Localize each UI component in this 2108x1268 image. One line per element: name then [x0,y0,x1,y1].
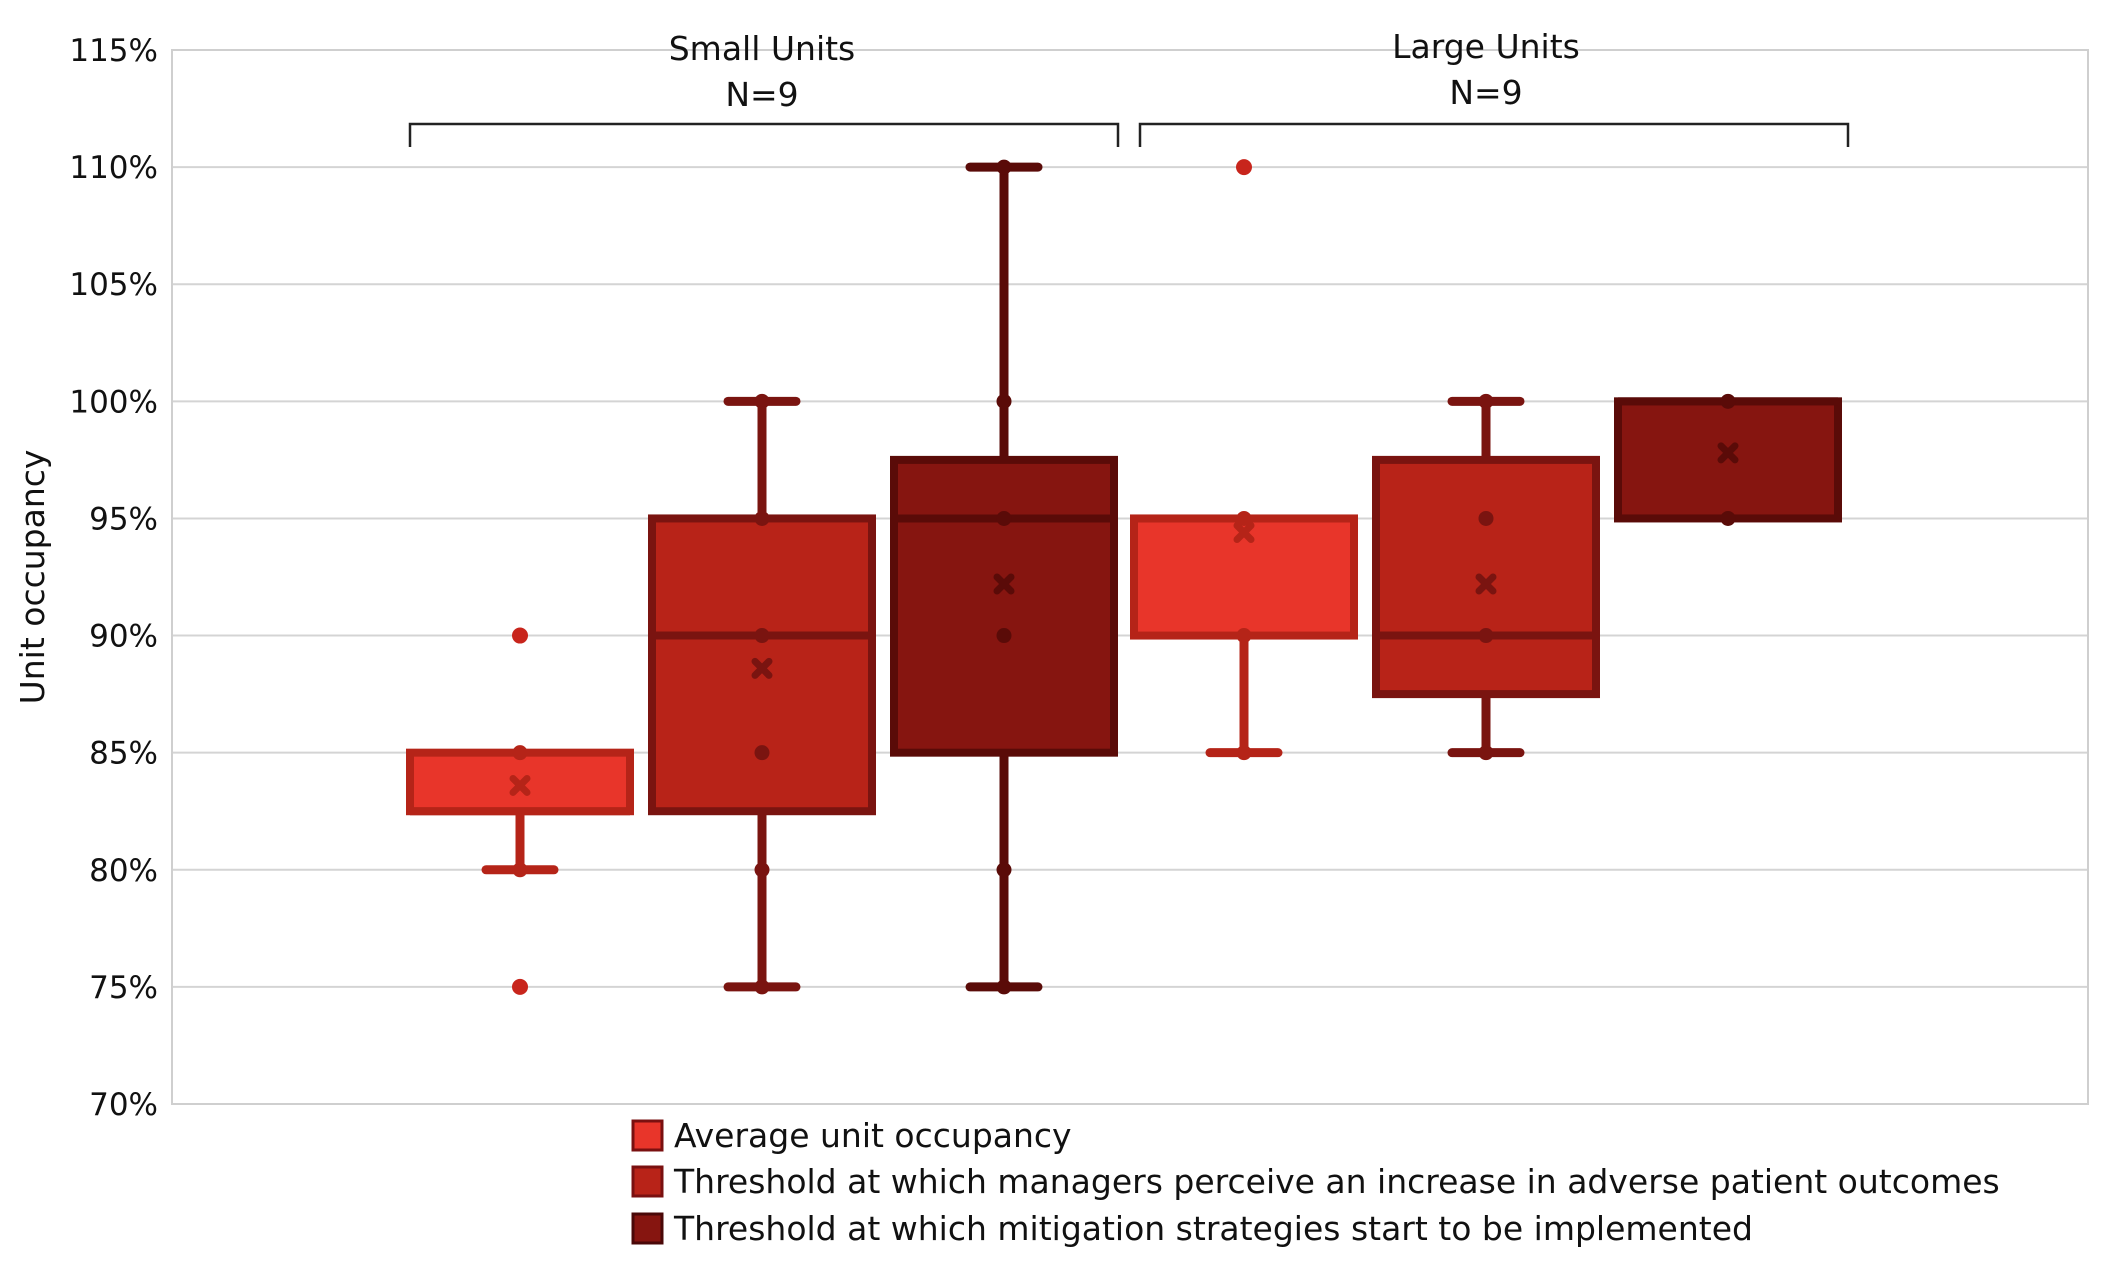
box-small-mitigation-threshold [890,159,1118,995]
data-point-large-mitigation-threshold-0 [1720,393,1736,409]
data-point-large-avg-occupancy-1 [1236,628,1252,644]
data-point-small-mitigation-threshold-1 [996,393,1012,409]
group-label-large-units: Large Units [1392,27,1580,66]
mean-marker-large-mitigation-threshold [1717,442,1739,464]
legend: Average unit occupancy Threshold at whic… [631,1116,2000,1248]
data-point-small-adverse-threshold-0 [754,393,770,409]
legend-label-adverse-outcomes-threshold: Threshold at which managers perceive an … [673,1162,2000,1201]
y-tick-label-85: 85% [89,736,158,772]
data-point-small-adverse-threshold-3 [754,745,770,761]
mean-marker-small-mitigation-threshold [993,573,1015,595]
y-tick-label-80: 80% [89,853,158,889]
y-tick-label-75: 75% [89,970,158,1006]
mean-marker-large-avg-occupancy [1233,521,1255,543]
y-tick-label-110: 110% [69,150,158,186]
data-point-large-avg-occupancy-0 [1236,510,1252,526]
box-small-adverse-threshold [648,393,876,995]
y-tick-label-100: 100% [69,384,158,420]
y-tick-label-70: 70% [89,1087,158,1123]
box-large-adverse-threshold [1372,393,1600,761]
group-large-units: Large Units N=9 [1138,27,1850,147]
legend-item-adverse-outcomes-threshold: Threshold at which managers perceive an … [631,1162,2000,1201]
mean-marker-small-adverse-threshold [751,657,773,679]
data-point-large-adverse-threshold-3 [1478,745,1494,761]
box-small-avg-occupancy [406,627,634,995]
y-axis-label: Unit occupancy [13,450,52,705]
data-point-large-mitigation-threshold-1 [1720,510,1736,526]
box-body-small-mitigation-threshold [890,455,1118,757]
data-point-small-mitigation-threshold-3 [996,628,1012,644]
box-large-avg-occupancy [1130,159,1358,761]
mean-marker-small-avg-occupancy [509,774,531,796]
group-bracket-small-units [408,122,1120,147]
legend-swatch-mitigation-threshold [631,1212,664,1245]
y-axis-ticks: 70% 75% 80% 85% 90% 95% 100% 105% 110% 115% [69,33,158,1123]
box-large-mitigation-threshold [1614,393,1842,526]
mean-marker-large-adverse-threshold [1475,573,1497,595]
box-body-large-mitigation-threshold [1614,397,1842,523]
y-tick-label-90: 90% [89,619,158,655]
data-point-small-avg-occupancy-1 [512,862,528,878]
group-small-units: Small Units N=9 [408,29,1120,147]
legend-label-mitigation-threshold: Threshold at which mitigation strategies… [673,1209,1753,1248]
y-tick-label-95: 95% [89,501,158,537]
group-bracket-large-units [1138,122,1850,147]
data-point-small-adverse-threshold-4 [754,862,770,878]
outlier-small-avg-occupancy-1 [512,978,528,995]
data-point-large-adverse-threshold-0 [1478,393,1494,409]
data-point-large-adverse-threshold-2 [1478,628,1494,644]
legend-swatch-adverse-outcomes-threshold [631,1165,664,1198]
box-series [406,159,1842,995]
data-point-small-adverse-threshold-2 [754,628,770,644]
y-tick-label-115: 115% [69,33,158,69]
legend-item-mitigation-threshold: Threshold at which mitigation strategies… [631,1209,1753,1248]
data-point-large-avg-occupancy-2 [1236,745,1252,761]
y-tick-label-105: 105% [69,267,158,303]
group-label-small-units: Small Units [669,29,856,68]
box-body-large-adverse-threshold [1372,455,1600,699]
plot-area-border [171,49,2089,1105]
data-point-small-mitigation-threshold-0 [996,159,1012,175]
legend-swatch-average-unit-occupancy [631,1119,664,1152]
data-point-small-mitigation-threshold-5 [996,979,1012,995]
legend-label-average-unit-occupancy: Average unit occupancy [674,1116,1072,1155]
box-body-large-avg-occupancy [1130,514,1358,640]
data-point-small-adverse-threshold-1 [754,510,770,526]
data-point-small-mitigation-threshold-2 [996,510,1012,526]
group-sublabel-small-units: N=9 [725,75,798,114]
legend-item-average-unit-occupancy: Average unit occupancy [631,1116,1072,1155]
data-point-small-avg-occupancy-0 [512,745,528,761]
group-sublabel-large-units: N=9 [1449,73,1522,112]
outlier-large-avg-occupancy-0 [1236,159,1252,176]
data-point-small-adverse-threshold-5 [754,979,770,995]
data-point-small-mitigation-threshold-4 [996,862,1012,878]
outlier-small-avg-occupancy-0 [512,627,528,644]
data-point-large-adverse-threshold-1 [1478,510,1494,526]
